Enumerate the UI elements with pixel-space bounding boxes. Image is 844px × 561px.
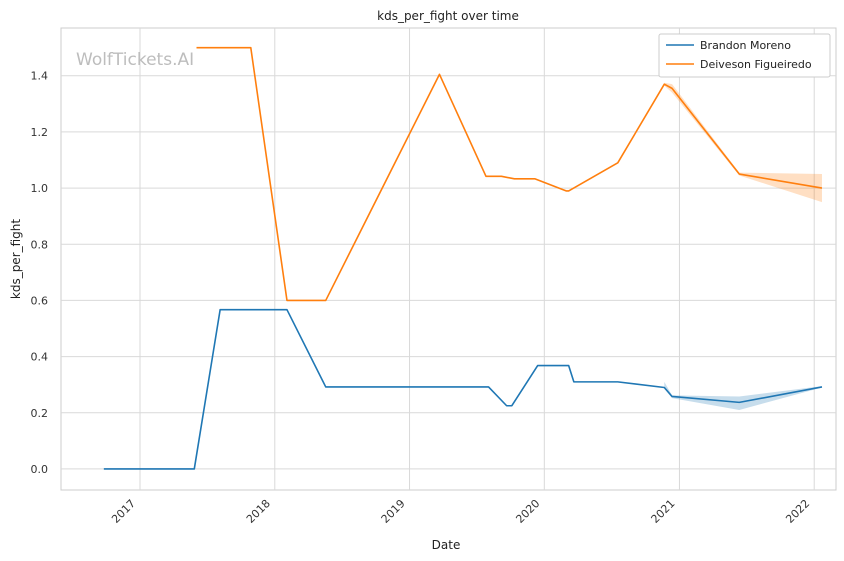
legend: Brandon Moreno Deiveson Figueiredo (658, 33, 831, 78)
confidence-bands (664, 82, 822, 410)
x-tick-label: 2020 (513, 497, 542, 526)
watermark-text: WolfTickets.AI (76, 50, 194, 70)
x-tick-label: 2021 (649, 497, 678, 526)
plot-area (60, 27, 837, 491)
y-tick-label: 1.2 (31, 126, 49, 139)
legend-label-brandon-moreno: Brandon Moreno (700, 39, 791, 52)
y-tick-label: 1.0 (31, 182, 49, 195)
y-tick-label: 0.6 (31, 294, 49, 307)
y-axis-title: kds_per_fight (9, 219, 23, 300)
y-axis-ticks: 0.0 0.2 0.4 0.6 0.8 1.0 1.2 1.4 (31, 70, 49, 476)
series-line-brandon-moreno (103, 308, 823, 470)
x-tick-label: 2019 (379, 497, 408, 526)
y-tick-label: 0.8 (31, 238, 49, 251)
y-tick-label: 0.4 (31, 351, 49, 364)
chart-title: kds_per_fight over time (377, 9, 519, 23)
series-lines (103, 46, 823, 470)
legend-box (658, 33, 831, 78)
series-line-deiveson-figueiredo (196, 46, 823, 302)
x-tick-label: 2017 (109, 497, 138, 526)
x-axis-ticks: 2017 2018 2019 2020 2021 2022 (109, 497, 812, 526)
x-tick-label: 2018 (244, 497, 273, 526)
legend-label-deiveson-figueiredo: Deiveson Figueiredo (700, 58, 812, 71)
confidence-band-deiveson-figueiredo (664, 82, 822, 203)
y-tick-label: 0.0 (31, 463, 49, 476)
x-axis-title: Date (432, 538, 461, 552)
y-tick-label: 0.2 (31, 407, 49, 420)
x-tick-label: 2022 (783, 497, 812, 526)
y-tick-label: 1.4 (31, 70, 49, 83)
confidence-band-brandon-moreno (664, 381, 822, 410)
